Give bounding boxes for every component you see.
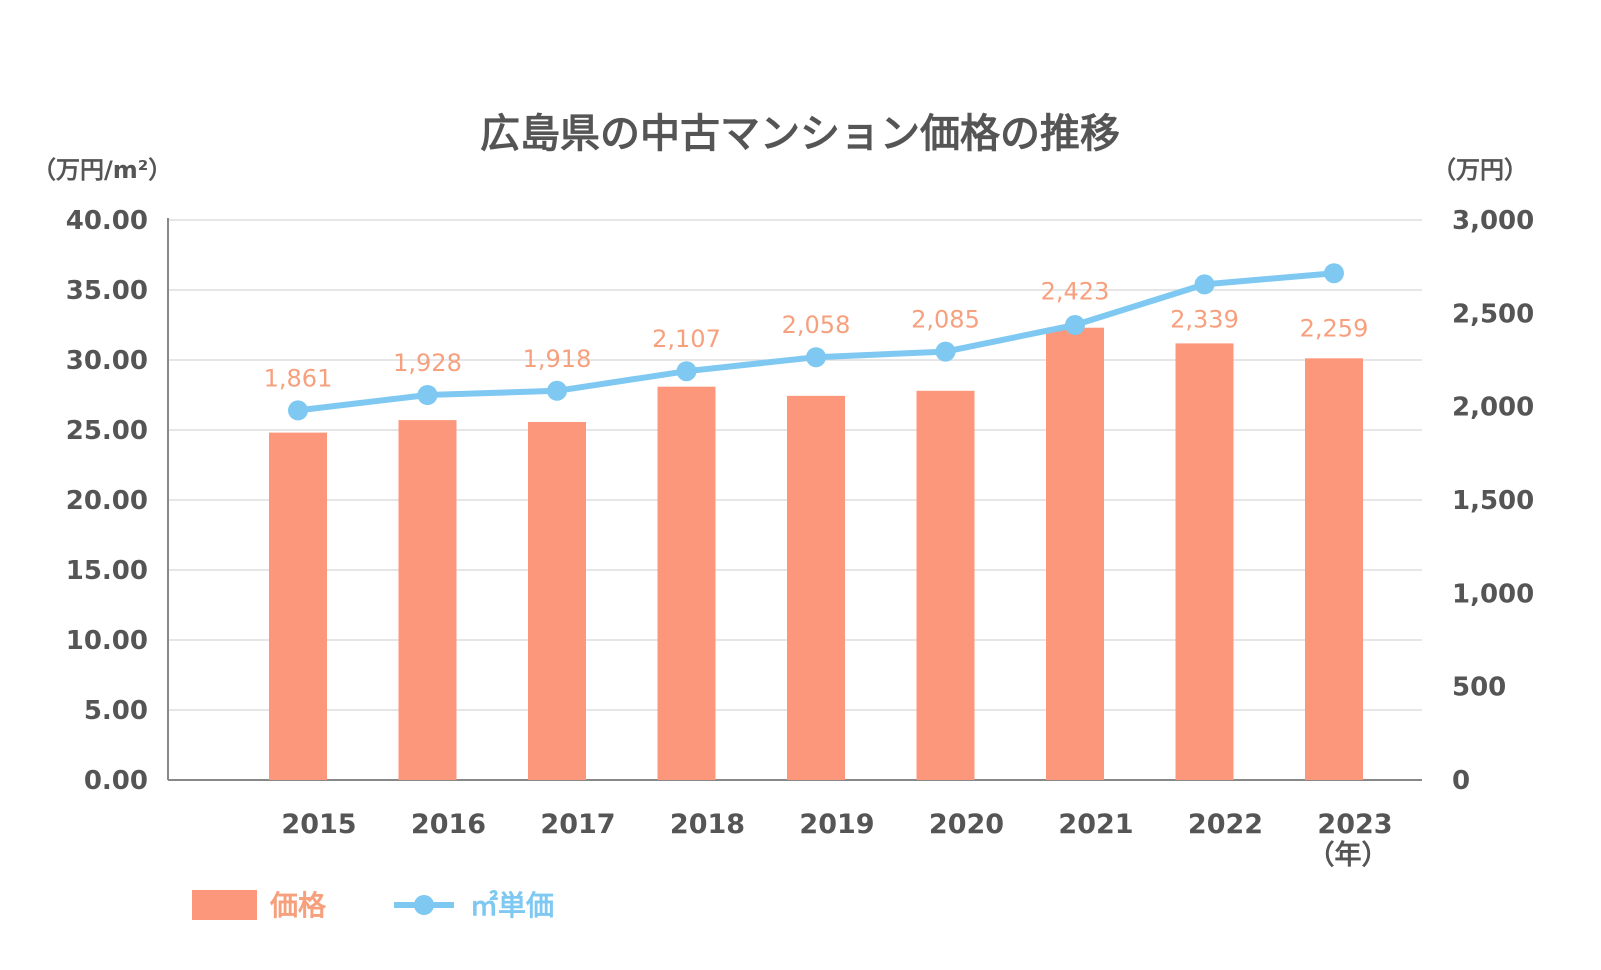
right-tick-label: 1,000: [1452, 579, 1534, 609]
price-bars: [269, 327, 1363, 780]
unit-price-point: [806, 347, 826, 368]
price-data-label: 2,085: [911, 306, 980, 334]
price-data-label: 2,107: [652, 325, 721, 353]
price-data-label: 2,423: [1041, 278, 1110, 306]
left-tick-label: 10.00: [66, 626, 148, 656]
left-tick-label: 35.00: [66, 276, 148, 306]
price-bar: [787, 395, 845, 780]
left-tick-label: 25.00: [66, 416, 148, 446]
x-axis-ticks: 2015 2016 2017 2018 2019 2020 2021 2022 2023: [281, 809, 1392, 840]
x-tick-label: 2020: [929, 809, 1004, 840]
left-tick-label: 0.00: [84, 766, 148, 796]
left-axis-ticks: 0.00 5.00 10.00 15.00 20.00 25.00 30.00 35.00 40…: [66, 206, 148, 796]
price-data-label: 1,928: [393, 349, 462, 377]
left-tick-label: 20.00: [66, 486, 148, 516]
chart-title: 広島県の中古マンション価格の推移: [480, 111, 1120, 157]
unit-price-point: [935, 341, 956, 362]
price-bar: [1175, 343, 1234, 780]
unit-price-point: [547, 380, 567, 401]
left-axis-unit: （万円/m²）: [32, 156, 172, 184]
price-data-label: 1,861: [264, 364, 333, 392]
price-data-label: 2,259: [1300, 314, 1369, 342]
unit-price-point: [676, 361, 697, 382]
data-labels: 1,861 1,928 1,918 2,107 2,058 2,085 2,423 2,339…: [264, 278, 1369, 393]
price-bar: [657, 386, 716, 780]
x-tick-label: 2019: [799, 809, 874, 840]
price-bar: [1305, 358, 1363, 780]
legend: 価格 ㎡単価: [192, 889, 554, 922]
legend-bar-label: 価格: [269, 889, 327, 922]
price-bar: [398, 420, 457, 780]
left-tick-label: 40.00: [66, 206, 148, 236]
legend-bar-swatch: [192, 890, 257, 920]
x-tick-label: 2016: [411, 809, 486, 840]
right-tick-label: 1,500: [1452, 486, 1534, 516]
unit-price-point: [1194, 274, 1215, 295]
right-tick-label: 2,500: [1452, 299, 1534, 329]
unit-price-point: [1324, 263, 1344, 284]
left-tick-label: 15.00: [66, 556, 148, 586]
price-bar: [916, 390, 975, 780]
x-tick-label: 2022: [1188, 809, 1263, 840]
legend-line-marker: [414, 895, 434, 915]
left-tick-label: 30.00: [66, 346, 148, 376]
price-data-label: 2,058: [782, 311, 851, 339]
left-tick-label: 5.00: [84, 696, 148, 726]
right-axis-ticks: 0 500 1,000 1,500 2,000 2,500 3,000: [1452, 206, 1534, 796]
price-data-label: 2,339: [1170, 305, 1239, 333]
right-tick-label: 500: [1452, 673, 1506, 703]
x-tick-label: 2018: [670, 809, 745, 840]
x-axis-unit: （年）: [1308, 839, 1389, 871]
legend-line-label: ㎡単価: [470, 889, 554, 922]
x-tick-label: 2021: [1058, 809, 1133, 840]
x-tick-label: 2017: [540, 809, 615, 840]
right-tick-label: 2,000: [1452, 393, 1534, 423]
x-tick-label: 2023: [1317, 809, 1392, 840]
right-tick-label: 3,000: [1452, 206, 1534, 236]
price-bar: [528, 421, 586, 780]
x-tick-label: 2015: [281, 809, 356, 840]
unit-price-point: [288, 400, 308, 421]
price-data-label: 1,918: [523, 345, 592, 373]
price-bar: [269, 432, 327, 780]
right-axis-unit: （万円）: [1432, 156, 1528, 184]
price-bar: [1046, 327, 1104, 780]
unit-price-point: [1065, 315, 1085, 335]
unit-price-line: [288, 263, 1344, 421]
unit-price-point: [417, 385, 438, 405]
right-tick-label: 0: [1452, 766, 1470, 796]
